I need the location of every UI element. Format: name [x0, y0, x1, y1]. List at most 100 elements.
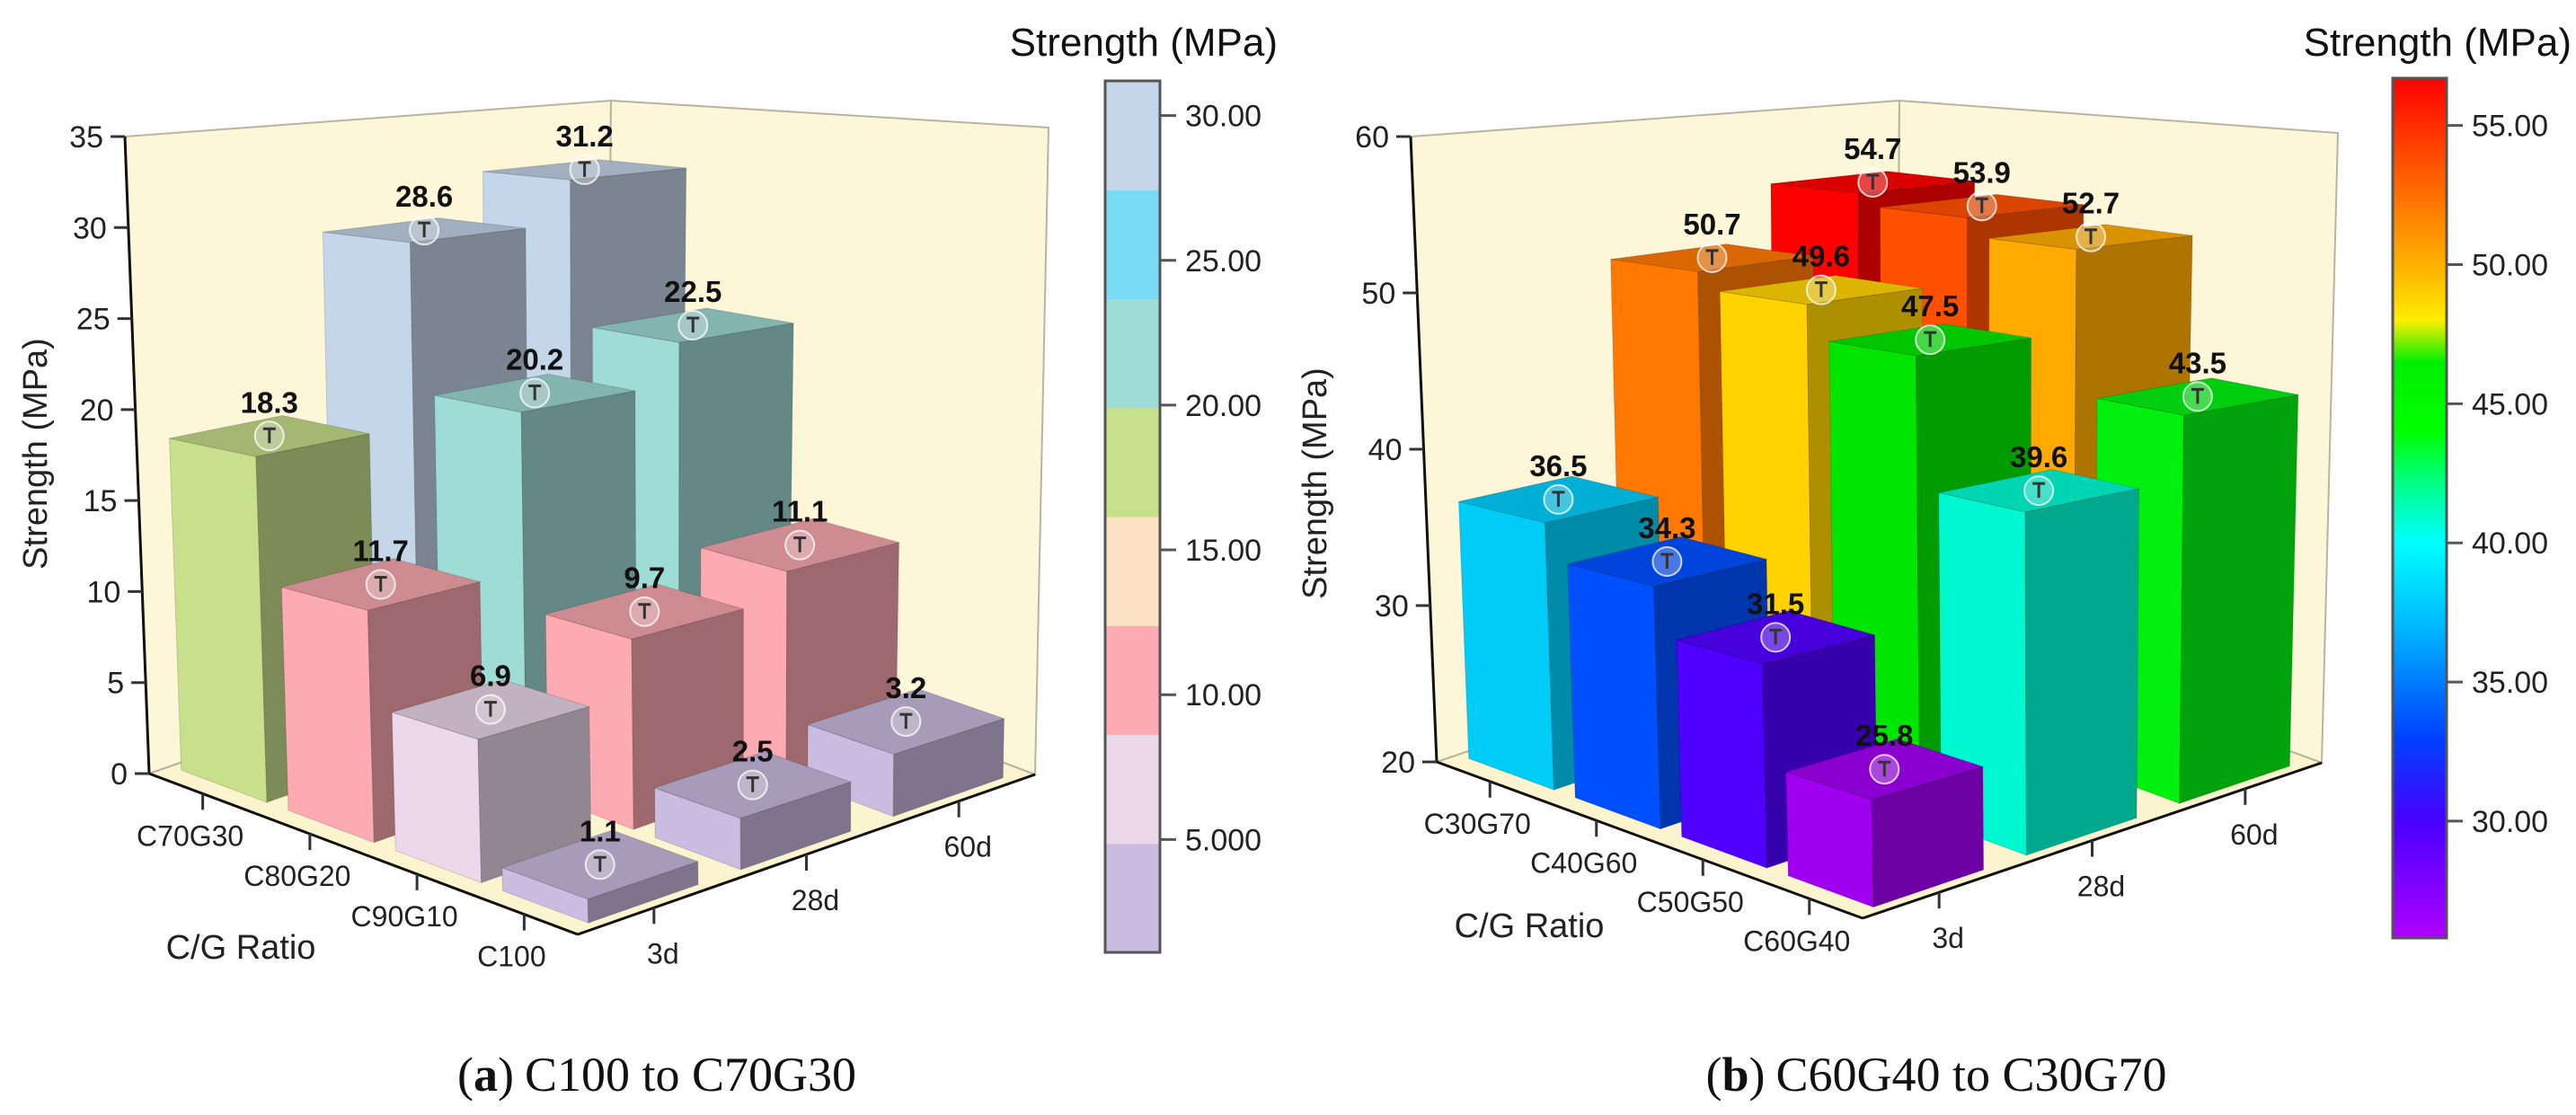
- y-tick-label: 10: [86, 575, 120, 609]
- age-tick-label: 28d: [792, 884, 839, 916]
- data-label: 34.3: [1638, 511, 1695, 544]
- data-label: 11.7: [353, 534, 409, 567]
- age-tick-label: 60d: [2230, 819, 2278, 851]
- bar-front-face: [1676, 639, 1768, 869]
- colorbar-bin: [1105, 407, 1160, 518]
- bar-front-face: [1567, 562, 1661, 830]
- y-tick-label: 35: [69, 120, 103, 155]
- bar-side-face: [2179, 394, 2299, 804]
- colorbar-bin: [1105, 843, 1160, 953]
- y-tick-label: 30: [1375, 589, 1409, 624]
- data-label: 53.9: [1953, 155, 2011, 189]
- colorbar-tick-label: 10.00: [1185, 678, 1261, 712]
- colorbar-frame: [1103, 79, 1162, 954]
- data-label: 20.2: [506, 343, 563, 376]
- colorbar-bin: [1105, 298, 1160, 409]
- bar-front-face: [280, 586, 375, 844]
- error-bar-icon: [899, 712, 913, 730]
- y-axis-title: Strength (MPa): [1297, 367, 1334, 599]
- age-tick-label: 60d: [943, 831, 991, 863]
- y-tick-label: 60: [1355, 120, 1389, 155]
- colorbar-bin: [1105, 517, 1160, 626]
- error-bar-icon: [1705, 249, 1719, 265]
- caption: (b) C60G40 to C30G70: [1705, 1048, 2166, 1102]
- error-bar-icon: [418, 221, 431, 238]
- colorbar-tick-label: 35.00: [2472, 666, 2548, 700]
- colorbar: 5.000 10.00 15.00 20.00 25.00 30.00: [1103, 79, 1261, 954]
- bar-C90G10-3d: 6.9: [390, 659, 592, 884]
- y-tick-label: 20: [80, 394, 114, 428]
- y-axis-line: [123, 136, 151, 774]
- data-label: 39.6: [2010, 440, 2067, 473]
- colorbar-tick-label: 25.00: [1185, 244, 1261, 279]
- colorbar-title: Strength (MPa): [2304, 21, 2572, 65]
- caption: (a) C100 to C70G30: [457, 1048, 856, 1102]
- error-bar-icon: [1769, 628, 1783, 645]
- data-label: 22.5: [664, 275, 721, 308]
- error-bar-icon: [638, 603, 651, 619]
- error-bar-icon: [686, 316, 700, 333]
- error-bar-icon: [483, 701, 497, 717]
- error-bar-icon: [374, 575, 387, 592]
- colorbar-tick-label: 15.00: [1185, 534, 1261, 568]
- cg-tick-label: C50G50: [1637, 886, 1744, 918]
- data-label: 18.3: [241, 385, 298, 419]
- cg-tick-label: C30G70: [1424, 808, 1531, 840]
- bar-C100-3d: 1.1: [500, 814, 700, 924]
- cg-axis-line: [148, 772, 579, 936]
- y-tick-label: 25: [76, 303, 111, 337]
- colorbar-tick-label: 20.00: [1185, 389, 1261, 423]
- y-tick-label: 20: [1381, 746, 1415, 780]
- age-tick-label: 28d: [2077, 871, 2125, 903]
- data-label: 31.5: [1747, 587, 1804, 620]
- cg-tick-label: C60G40: [1743, 925, 1850, 957]
- colorbar-tick-label: 45.00: [2472, 387, 2548, 421]
- colorbar-frame: [2391, 76, 2448, 940]
- error-bar-icon: [793, 536, 807, 553]
- colorbar-tick-label: 50.00: [2472, 249, 2548, 283]
- y-tick-label: 40: [1368, 433, 1403, 467]
- bar-C100-28d: 2.5: [653, 735, 853, 871]
- colorbar-fill: [2393, 78, 2447, 938]
- y-tick-label: 15: [84, 484, 118, 518]
- data-label: 6.9: [470, 659, 511, 693]
- bar-side-face: [2024, 488, 2140, 856]
- error-bar-icon: [1866, 173, 1880, 190]
- data-label: 2.5: [732, 735, 774, 768]
- x-axis-title: C/G Ratio: [166, 929, 316, 967]
- data-label: 47.5: [1901, 289, 1959, 323]
- bar-C60G40-3d: 25.8: [1784, 719, 1985, 908]
- colorbar-tick-label: 55.00: [2472, 110, 2548, 144]
- error-bar-icon: [593, 855, 606, 872]
- data-label: 11.1: [772, 495, 828, 528]
- error-bar-icon: [2085, 228, 2098, 244]
- cg-tick-label: C80G20: [243, 860, 350, 892]
- colorbar-bin: [1105, 734, 1160, 845]
- error-bar-icon: [578, 161, 591, 177]
- data-label: 36.5: [1529, 449, 1587, 482]
- y-tick-label: 0: [111, 757, 128, 792]
- data-label: 1.1: [580, 814, 621, 847]
- error-bar-icon: [528, 385, 542, 401]
- bar-front-face: [168, 438, 268, 803]
- error-bar-icon: [1924, 331, 1937, 348]
- cg-axis-line: [1436, 760, 1863, 920]
- y-tick-label: 50: [1361, 277, 1395, 311]
- data-label: 52.7: [2062, 187, 2120, 220]
- error-bar-icon: [1814, 281, 1828, 297]
- data-label: 25.8: [1855, 719, 1913, 752]
- data-label: 50.7: [1683, 208, 1740, 241]
- cg-tick-label: C90G10: [351, 900, 458, 933]
- cg-tick-label: C70G30: [137, 819, 243, 852]
- error-bar-icon: [1975, 197, 1988, 214]
- error-bar-icon: [262, 427, 276, 444]
- data-label: 28.6: [395, 180, 453, 213]
- y-tick-label: 5: [107, 667, 124, 701]
- error-bar-icon: [1660, 553, 1674, 570]
- error-bar-icon: [2032, 482, 2046, 499]
- bar-C100-60d: 3.2: [806, 671, 1006, 818]
- colorbar-bin: [1105, 81, 1160, 190]
- colorbar-title: Strength (MPa): [1010, 21, 1278, 65]
